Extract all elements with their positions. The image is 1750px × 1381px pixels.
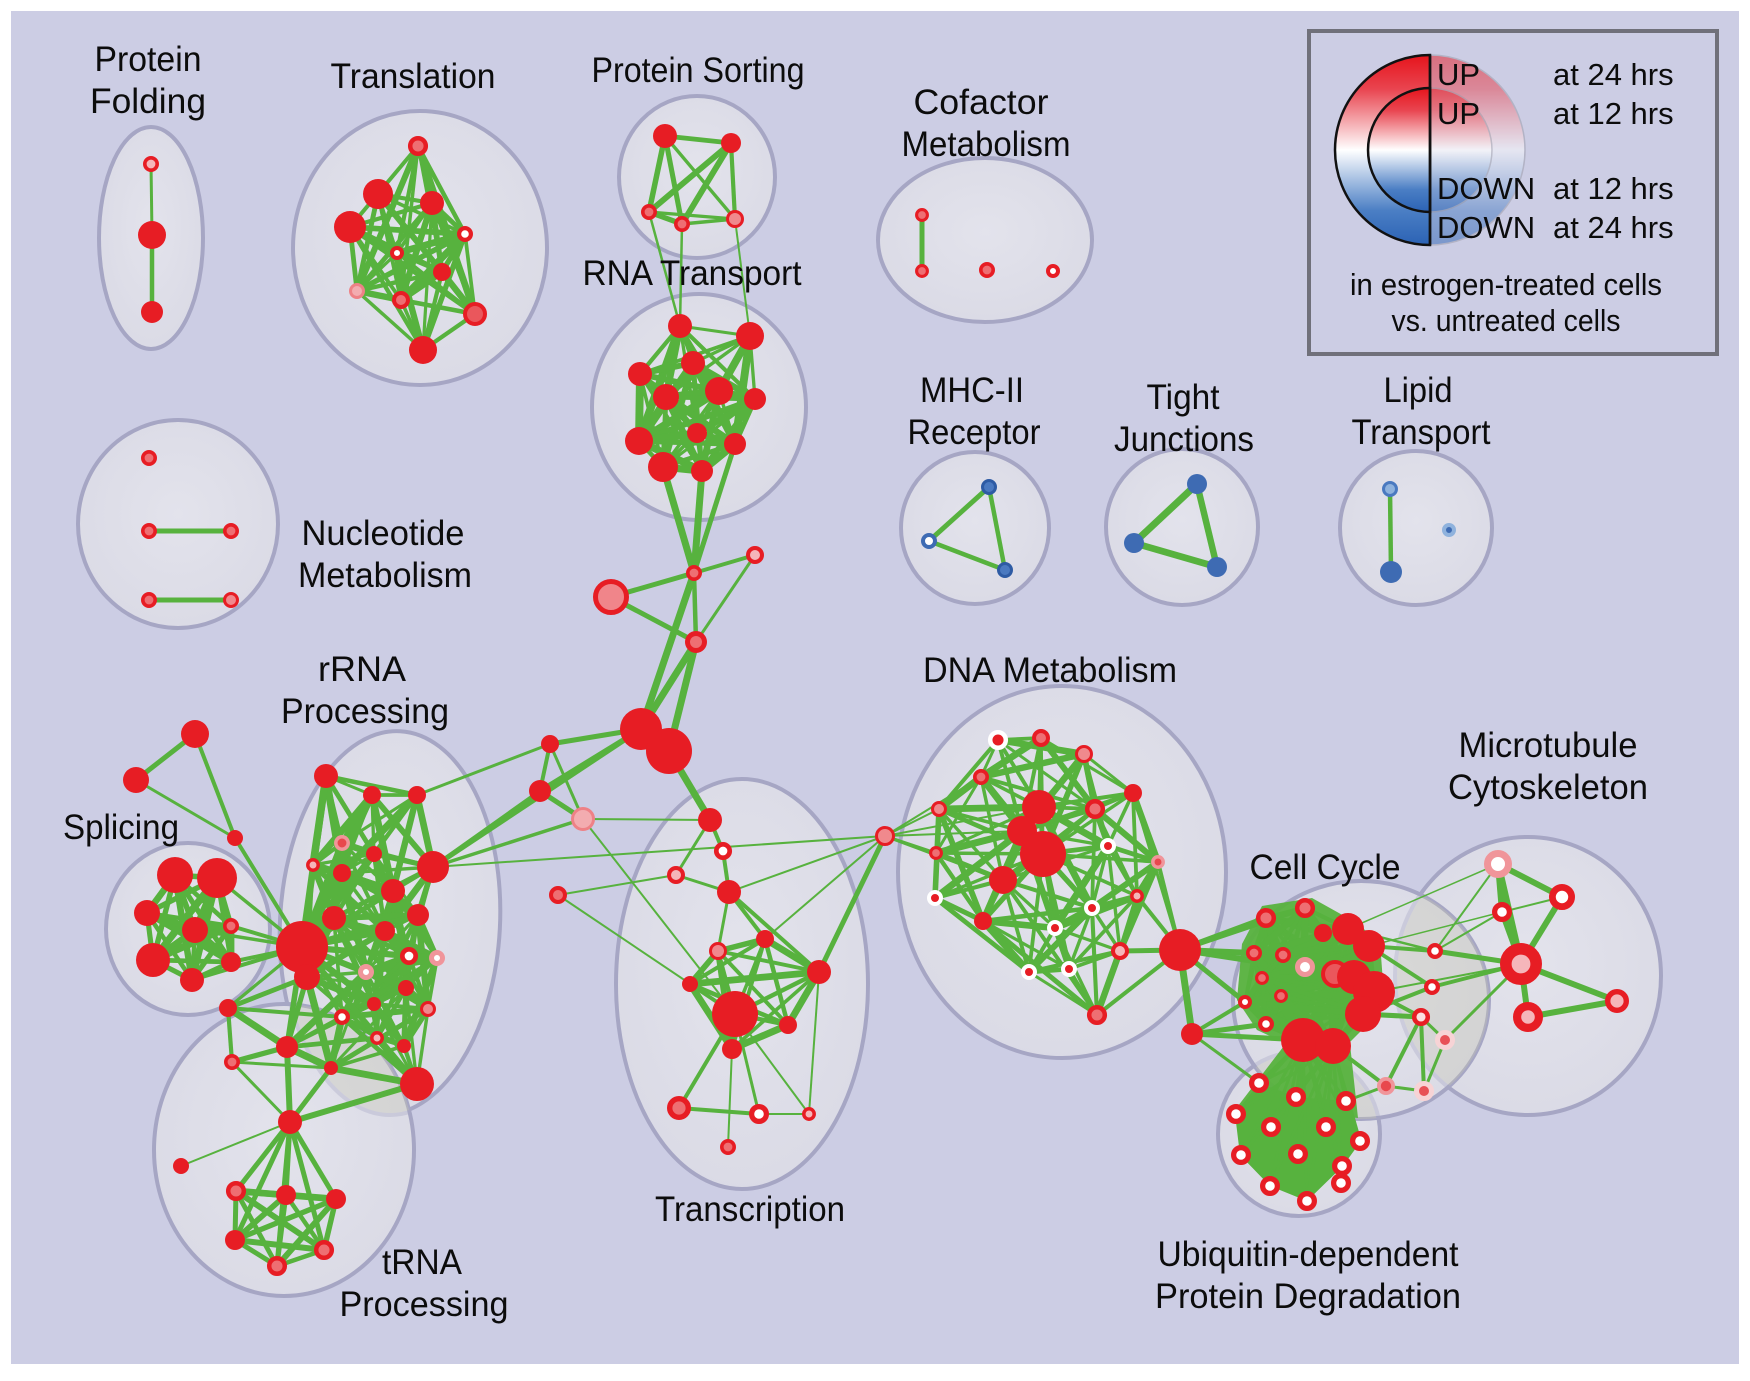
svg-text:Translation: Translation [331, 57, 496, 96]
svg-text:Metabolism: Metabolism [902, 125, 1071, 164]
svg-text:Processing: Processing [340, 1285, 509, 1324]
svg-text:DOWN: DOWN [1437, 210, 1535, 245]
svg-text:MHC-II: MHC-II [920, 371, 1024, 410]
svg-text:at 12 hrs: at 12 hrs [1553, 171, 1674, 206]
svg-text:Microtubule: Microtubule [1459, 726, 1638, 765]
svg-text:Nucleotide: Nucleotide [302, 514, 465, 553]
svg-text:UP: UP [1437, 57, 1480, 92]
svg-text:rRNA: rRNA [318, 650, 407, 689]
svg-text:DNA Metabolism: DNA Metabolism [923, 651, 1177, 690]
svg-text:Splicing: Splicing [63, 808, 179, 847]
svg-text:Protein: Protein [95, 40, 202, 79]
svg-text:Protein Sorting: Protein Sorting [592, 51, 805, 90]
svg-text:Tight: Tight [1147, 378, 1220, 417]
svg-text:RNA Transport: RNA Transport [583, 254, 802, 293]
svg-text:UP: UP [1437, 96, 1480, 131]
svg-text:at 24 hrs: at 24 hrs [1553, 210, 1674, 245]
svg-text:vs. untreated cells: vs. untreated cells [1392, 303, 1621, 338]
svg-text:at 12 hrs: at 12 hrs [1553, 96, 1674, 131]
svg-text:Metabolism: Metabolism [298, 556, 472, 595]
svg-text:Ubiquitin-dependent: Ubiquitin-dependent [1158, 1235, 1459, 1274]
svg-text:at 24 hrs: at 24 hrs [1553, 57, 1674, 92]
svg-text:Folding: Folding [90, 82, 206, 121]
svg-text:DOWN: DOWN [1437, 171, 1535, 206]
svg-text:Protein Degradation: Protein Degradation [1155, 1277, 1461, 1316]
svg-text:Transport: Transport [1352, 413, 1491, 452]
svg-text:Junctions: Junctions [1114, 420, 1254, 459]
svg-text:Receptor: Receptor [908, 413, 1041, 452]
svg-text:tRNA: tRNA [382, 1243, 463, 1282]
svg-text:Lipid: Lipid [1384, 371, 1453, 410]
svg-text:Cofactor: Cofactor [914, 83, 1049, 122]
svg-text:Cytoskeleton: Cytoskeleton [1448, 768, 1648, 807]
svg-text:Cell Cycle: Cell Cycle [1250, 848, 1401, 887]
svg-text:Transcription: Transcription [655, 1190, 845, 1229]
svg-text:in estrogen-treated cells: in estrogen-treated cells [1350, 267, 1662, 302]
svg-text:Processing: Processing [281, 692, 449, 731]
